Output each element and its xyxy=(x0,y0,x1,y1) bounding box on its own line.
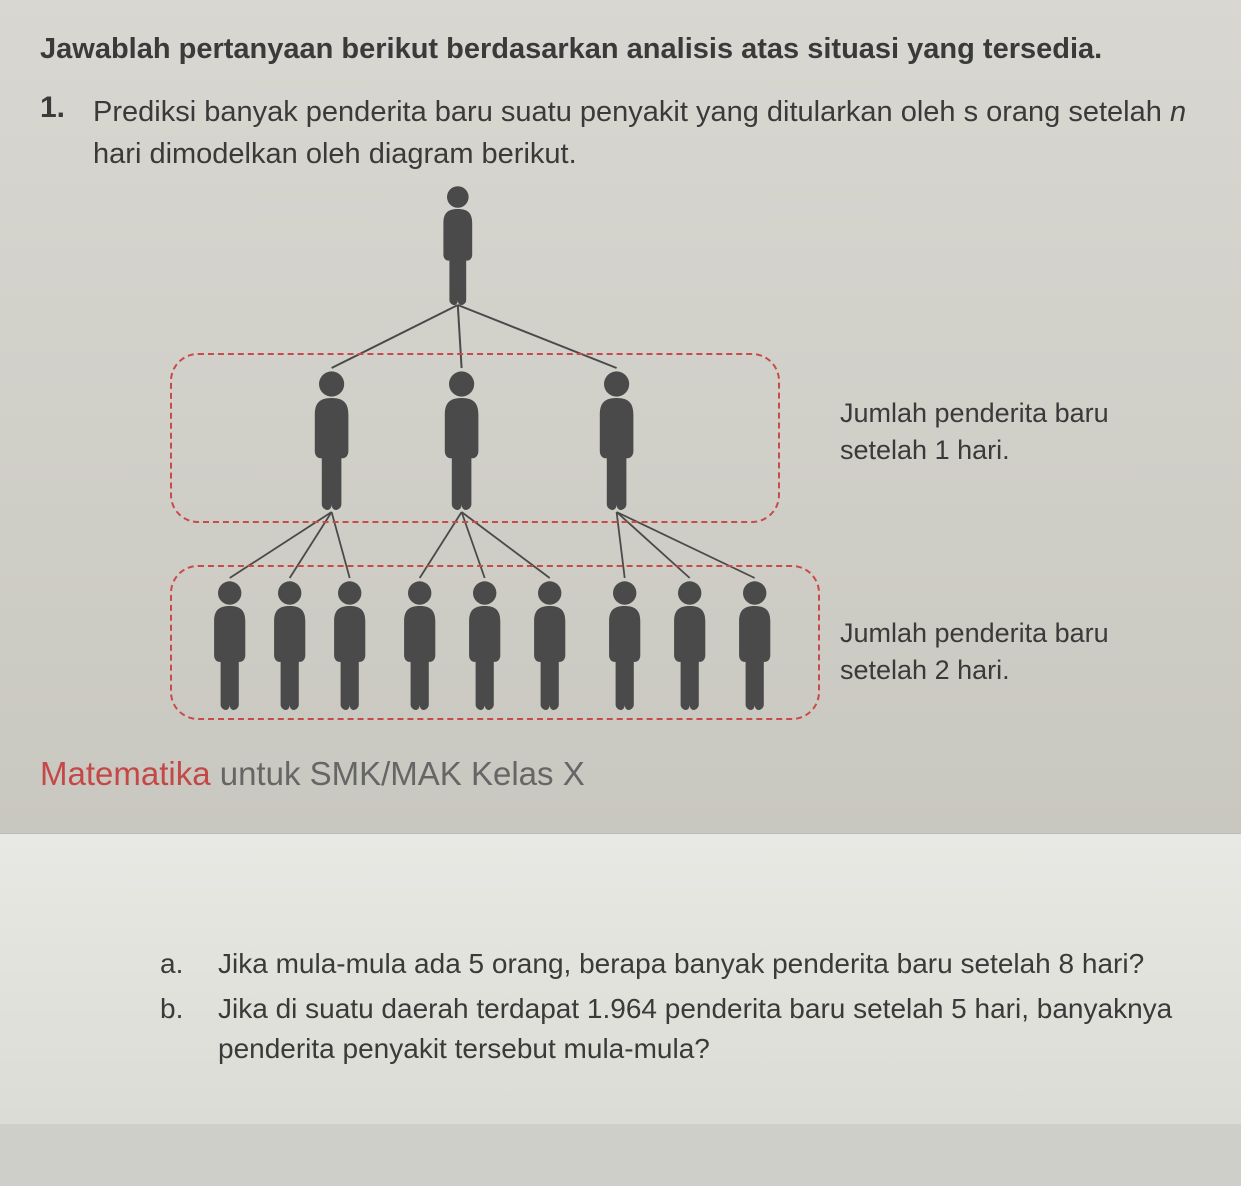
person-icon xyxy=(460,580,509,710)
person-icon xyxy=(525,580,574,710)
question-1: 1. Prediksi banyak penderita baru suatu … xyxy=(40,91,1201,175)
label-day1: Jumlah penderita baru setelah 1 hari. xyxy=(840,395,1160,468)
person-icon xyxy=(600,580,649,710)
subquestion-list: a. Jika mula-mula ada 5 orang, berapa ba… xyxy=(160,944,1201,1070)
person-icon xyxy=(305,370,358,510)
person-icon xyxy=(590,370,643,510)
q-var-n: n xyxy=(1170,96,1186,128)
person-icon xyxy=(665,580,714,710)
person-icon xyxy=(730,580,779,710)
label-day2: Jumlah penderita baru setelah 2 hari. xyxy=(840,615,1160,688)
tree-diagram: Jumlah penderita baru setelah 1 hari. Jum… xyxy=(40,185,1201,705)
footer-subject: Matematika xyxy=(40,755,211,792)
book-footer: Matematika untuk SMK/MAK Kelas X xyxy=(40,755,1201,793)
person-icon xyxy=(435,185,481,305)
subquestion-b: b. Jika di suatu daerah terdapat 1.964 p… xyxy=(160,989,1201,1070)
person-icon xyxy=(205,580,254,710)
q-text-pre: Prediksi banyak penderita baru suatu pen… xyxy=(93,96,1170,128)
person-icon xyxy=(395,580,444,710)
person-icon xyxy=(265,580,314,710)
sub-b-text: Jika di suatu daerah terdapat 1.964 pend… xyxy=(218,989,1201,1070)
q-text-post: hari dimodelkan oleh diagram berikut. xyxy=(93,138,577,170)
instruction-text: Jawablah pertanyaan berikut berdasarkan … xyxy=(40,30,1201,69)
question-text: Prediksi banyak penderita baru suatu pen… xyxy=(93,91,1201,175)
sub-a-label: a. xyxy=(160,944,188,985)
question-number: 1. xyxy=(40,91,65,175)
sub-b-label: b. xyxy=(160,989,188,1070)
footer-rest: untuk SMK/MAK Kelas X xyxy=(211,755,585,792)
sub-a-text: Jika mula-mula ada 5 orang, berapa banya… xyxy=(218,944,1144,985)
subquestion-a: a. Jika mula-mula ada 5 orang, berapa ba… xyxy=(160,944,1201,985)
person-icon xyxy=(435,370,488,510)
person-icon xyxy=(325,580,374,710)
